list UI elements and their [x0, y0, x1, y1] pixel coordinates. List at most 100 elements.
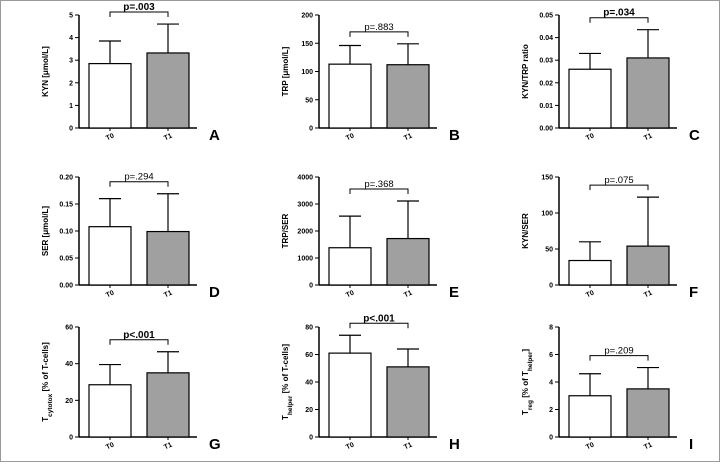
- x-tick-label: T1: [643, 290, 653, 300]
- x-tick-label: T0: [585, 290, 595, 300]
- y-tick-label: 150: [541, 175, 553, 182]
- y-axis-title-subscript: helper: [287, 395, 294, 415]
- y-axis-title: KYN/TRP ratio: [521, 44, 530, 99]
- bar-t1: [146, 52, 190, 129]
- y-axis-title: KYN [μmol/L]: [41, 46, 50, 97]
- y-axis-title: Treg [% of Thelper]: [521, 349, 534, 415]
- y-tick-label: 40: [305, 380, 313, 387]
- y-tick-label: 2000: [297, 229, 313, 236]
- bar-t0: [328, 63, 372, 129]
- panel-letter: E: [449, 284, 459, 301]
- y-tick-label: 0: [309, 283, 313, 290]
- p-value-label: p=.209: [604, 346, 633, 357]
- bar-t1: [386, 237, 430, 286]
- x-tick-label: T1: [163, 290, 173, 300]
- y-tick-label: 150: [301, 41, 313, 48]
- y-tick-label: 4000: [297, 175, 313, 182]
- y-axis-title-part: ]: [521, 349, 530, 352]
- p-value-label: p<.001: [363, 313, 395, 324]
- x-tick-label: T1: [403, 133, 413, 143]
- y-tick-label: 2: [549, 407, 553, 414]
- bar-t1: [626, 245, 670, 286]
- panel-letter: F: [689, 284, 698, 301]
- y-tick-label: 60: [65, 325, 73, 332]
- x-tick-label: T0: [105, 133, 115, 143]
- x-tick-label: T1: [403, 290, 413, 300]
- bar-t0: [88, 384, 132, 438]
- y-tick-label: 100: [541, 211, 553, 218]
- y-tick-label: 0.10: [59, 229, 73, 236]
- y-tick-label: 0: [549, 283, 553, 290]
- bar-t0: [88, 226, 132, 286]
- y-tick-label: 0: [69, 435, 73, 442]
- y-tick-label: 0.20: [59, 175, 73, 182]
- p-value-label: p=.034: [603, 8, 635, 19]
- bar-t0: [88, 62, 132, 129]
- panel-letter: A: [209, 127, 220, 144]
- x-tick-label: T0: [345, 442, 355, 452]
- y-axis-title-part: [% of T: [521, 371, 530, 400]
- y-axis-title: KYN/SER: [521, 213, 530, 249]
- y-tick-label: 0.04: [539, 35, 553, 42]
- y-tick-label: 60: [305, 352, 313, 359]
- bar-t0: [568, 68, 612, 129]
- y-axis-title-subscript: reg: [527, 400, 534, 410]
- bar-t0: [568, 395, 612, 438]
- y-tick-label: 0.00: [59, 283, 73, 290]
- significance-bracket: [589, 184, 649, 191]
- p-value-label: p=.368: [364, 179, 393, 190]
- panel-letter: H: [449, 436, 460, 453]
- y-axis-title-part: T: [521, 410, 530, 415]
- x-tick-label: T1: [643, 133, 653, 143]
- y-tick-label: 200: [301, 13, 313, 20]
- y-axis-title-part: [% of T-cells]: [41, 342, 50, 394]
- y-tick-label: 20: [65, 398, 73, 405]
- y-tick-label: 100: [301, 69, 313, 76]
- p-value-label: p=.003: [123, 2, 155, 13]
- y-tick-label: 1000: [297, 256, 313, 263]
- bar-t0: [568, 259, 612, 286]
- bar-t1: [626, 57, 670, 129]
- y-tick-label: 0.05: [539, 13, 553, 20]
- y-tick-label: 50: [545, 247, 553, 254]
- panel-letter: I: [689, 436, 693, 453]
- bar-t0: [328, 352, 372, 438]
- y-tick-label: 4: [69, 35, 73, 42]
- bar-t1: [386, 64, 430, 129]
- y-tick-label: 80: [305, 325, 313, 332]
- significance-bracket: [349, 31, 409, 37]
- y-axis-title: TRP [μmol/L]: [281, 46, 290, 96]
- y-tick-label: 1: [69, 103, 73, 110]
- significance-bracket: [109, 339, 169, 345]
- significance-bracket: [589, 17, 649, 23]
- x-tick-label: T0: [345, 290, 355, 300]
- y-axis-title-part: [% of T-cells]: [281, 344, 290, 396]
- significance-bracket: [349, 188, 409, 195]
- x-tick-label: T0: [105, 442, 115, 452]
- p-value-label: p=.883: [364, 22, 393, 33]
- y-tick-label: 0.01: [539, 103, 553, 110]
- x-tick-label: T1: [163, 133, 173, 143]
- panel-letter: C: [689, 127, 700, 144]
- significance-bracket: [109, 11, 169, 18]
- y-tick-label: 0: [309, 126, 313, 133]
- y-axis-title: Thelper [% of T-cells]: [281, 344, 294, 420]
- significance-bracket: [109, 181, 169, 187]
- y-tick-label: 0.00: [539, 126, 553, 133]
- x-tick-label: T0: [585, 442, 595, 452]
- y-tick-label: 20: [305, 407, 313, 414]
- panel-letter: B: [449, 127, 460, 144]
- y-tick-label: 0.05: [59, 256, 73, 263]
- x-tick-label: T0: [105, 290, 115, 300]
- x-tick-label: T1: [403, 442, 413, 452]
- x-tick-label: T0: [345, 133, 355, 143]
- y-axis-title-subscript: helper: [527, 351, 534, 371]
- y-tick-label: 3: [69, 58, 73, 65]
- p-value-label: p=.075: [604, 175, 633, 186]
- x-tick-label: T1: [163, 442, 173, 452]
- y-tick-label: 0.02: [539, 80, 553, 87]
- y-tick-label: 0.15: [59, 202, 73, 209]
- y-tick-label: 3000: [297, 202, 313, 209]
- y-axis-title: TRP/SER: [281, 213, 290, 248]
- panel-letter: D: [209, 284, 220, 301]
